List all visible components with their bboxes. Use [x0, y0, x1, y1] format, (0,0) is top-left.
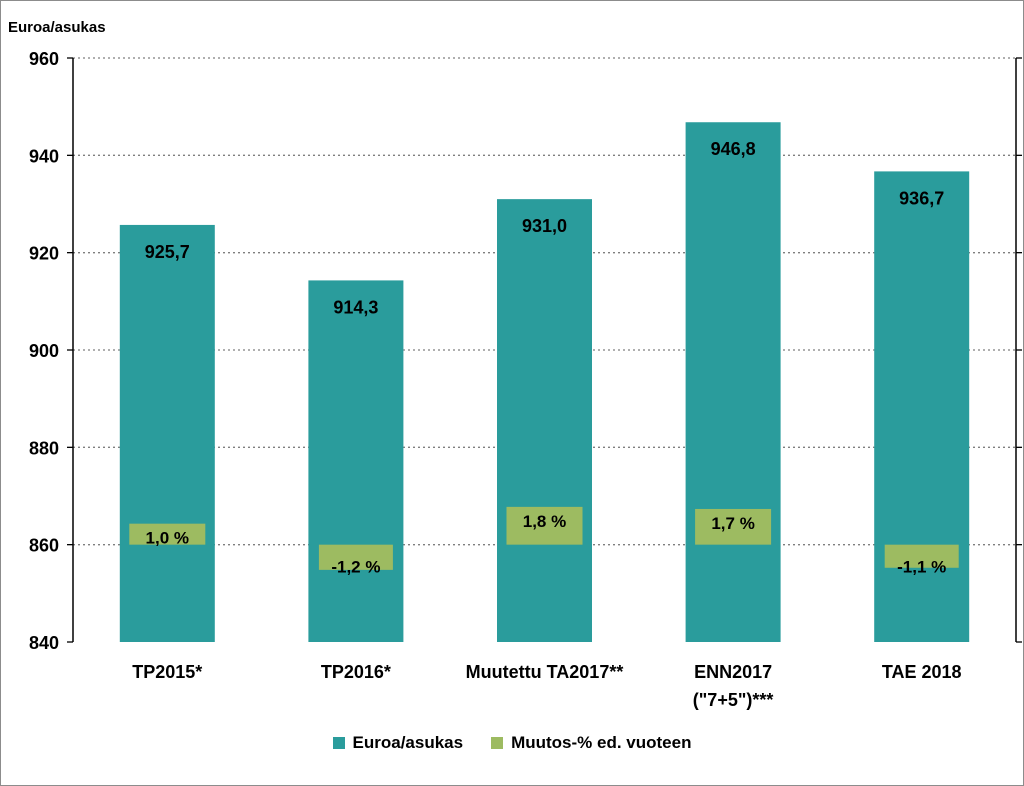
bar-series-1 [506, 506, 583, 545]
bar-series-1 [695, 508, 772, 545]
bar-series-0 [685, 122, 781, 643]
x-tick-label: TAE 2018 [882, 662, 962, 682]
data-label-series-0: 931,0 [522, 216, 567, 236]
y-tick-label: 960 [29, 49, 59, 69]
data-label-series-1: 1,7 % [711, 514, 754, 533]
data-label-series-1: 1,8 % [523, 512, 566, 531]
legend-item-series-1: Muutos-% ed. vuoteen [491, 733, 691, 753]
data-label-series-0: 914,3 [333, 297, 378, 317]
y-axis-title: Euroa/asukas [8, 19, 106, 36]
bar-series-1 [129, 523, 206, 545]
y-tick-label: 840 [29, 633, 59, 653]
x-tick-label: ENN2017 [694, 662, 772, 682]
legend-swatch-series-1 [491, 737, 504, 749]
data-label-series-1: -1,2 % [331, 558, 380, 577]
bar-series-1 [884, 544, 959, 568]
data-label-series-0: 946,8 [711, 139, 756, 159]
data-label-series-1: 1,0 % [146, 529, 189, 548]
y-tick-label: 880 [29, 438, 59, 458]
bar-series-0 [308, 280, 404, 642]
data-label-series-1: -1,1 % [897, 558, 946, 577]
y-tick-label: 900 [29, 341, 59, 361]
y-tick-label: 860 [29, 536, 59, 556]
y-tick-label: 940 [29, 146, 59, 166]
bar-series-0 [119, 224, 215, 642]
x-tick-label: ("7+5")*** [693, 690, 774, 710]
x-tick-label: TP2015* [132, 662, 202, 682]
bar-series-0 [497, 199, 592, 642]
y-tick-label: 920 [29, 244, 59, 264]
data-label-series-0: 925,7 [145, 242, 190, 262]
legend-item-series-0: Euroa/asukas [332, 733, 464, 753]
legend-label-series-1: Muutos-% ed. vuoteen [511, 733, 692, 752]
legend: Euroa/asukas Muutos-% ed. vuoteen [0, 733, 1024, 753]
legend-swatch-series-0 [332, 737, 345, 749]
x-tick-label: TP2016* [321, 662, 391, 682]
legend-label-series-0: Euroa/asukas [352, 733, 464, 752]
x-tick-label: Muutettu TA2017** [466, 662, 624, 682]
data-label-series-0: 936,7 [899, 188, 944, 208]
bar-series-1 [318, 544, 393, 570]
